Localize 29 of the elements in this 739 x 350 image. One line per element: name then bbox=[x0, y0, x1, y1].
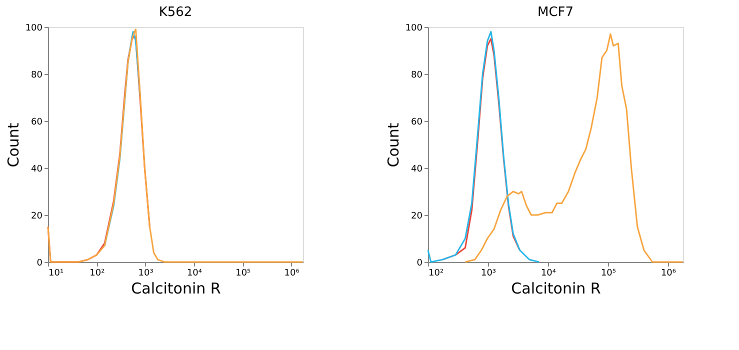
x-tick-label: 10⁵ bbox=[600, 268, 616, 278]
x-axis-title: Calcitonin R bbox=[511, 280, 601, 298]
y-tick-label: 20 bbox=[31, 212, 43, 222]
x-tick-label: 10⁶ bbox=[660, 268, 676, 278]
x-tick-label: 10² bbox=[90, 268, 106, 278]
y-tick-label: 0 bbox=[36, 258, 43, 268]
x-tick-label: 10¹ bbox=[48, 268, 64, 278]
y-tick-label: 80 bbox=[31, 70, 43, 80]
y-tick-label: 100 bbox=[405, 24, 423, 34]
x-tick-label: 10⁴ bbox=[186, 268, 202, 278]
x-tick-label: 10² bbox=[428, 268, 444, 278]
y-tick-label: 100 bbox=[25, 24, 43, 34]
y-tick-label: 60 bbox=[31, 118, 43, 128]
x-tick-label: 10³ bbox=[480, 268, 496, 278]
y-tick-label: 80 bbox=[411, 70, 423, 80]
x-tick-label: 10⁴ bbox=[540, 268, 556, 278]
y-tick-label: 60 bbox=[411, 118, 423, 128]
y-axis-title: Count bbox=[4, 122, 22, 168]
x-tick-label: 10³ bbox=[138, 268, 154, 278]
x-axis-title: Calcitonin R bbox=[131, 280, 221, 298]
chart-title: K562 bbox=[158, 5, 192, 20]
y-tick-label: 40 bbox=[31, 164, 43, 174]
chart-title: MCF7 bbox=[537, 5, 574, 20]
y-tick-label: 0 bbox=[416, 258, 423, 268]
x-tick-label: 10⁶ bbox=[284, 268, 300, 278]
y-tick-label: 40 bbox=[411, 164, 423, 174]
y-tick-label: 20 bbox=[411, 212, 423, 222]
y-axis-title: Count bbox=[384, 122, 402, 168]
x-tick-label: 10⁵ bbox=[236, 268, 252, 278]
